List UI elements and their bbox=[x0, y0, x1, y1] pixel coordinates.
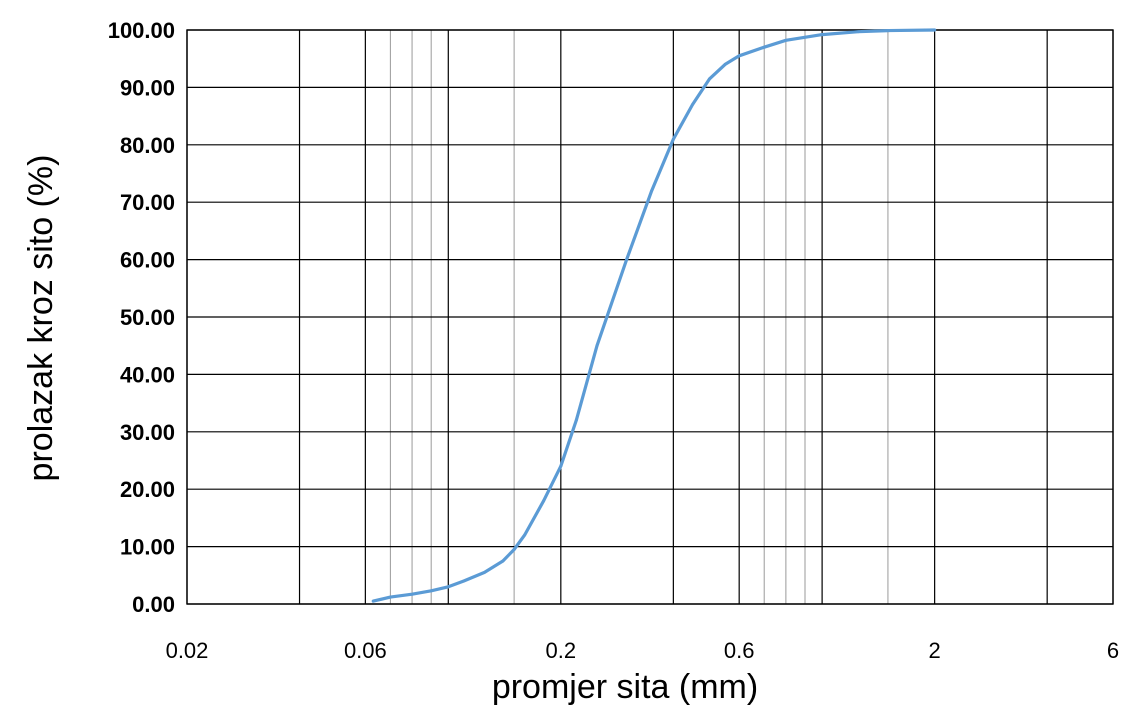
data-point-0-25 bbox=[886, 29, 890, 32]
y-tick-label-3: 30.00 bbox=[120, 420, 175, 445]
data-point-0-21 bbox=[762, 45, 766, 49]
series-layer bbox=[371, 28, 937, 603]
data-point-0-2 bbox=[410, 592, 414, 596]
y-tick-label-2: 20.00 bbox=[120, 477, 175, 502]
y-tick-label-6: 60.00 bbox=[120, 248, 175, 273]
plot-frame bbox=[186, 29, 1114, 605]
x-tick-label-1: 0.06 bbox=[344, 638, 387, 663]
data-point-0-14 bbox=[625, 258, 629, 261]
x-tick-label-0: 0.02 bbox=[166, 638, 209, 663]
data-point-0-12 bbox=[574, 418, 578, 422]
data-point-0-23 bbox=[820, 33, 824, 36]
y-tick-label-1: 10.00 bbox=[120, 535, 175, 560]
data-point-0-26 bbox=[933, 28, 937, 32]
y-tick-label-4: 40.00 bbox=[120, 362, 175, 387]
y-tick-label-8: 80.00 bbox=[120, 133, 175, 158]
y-tick-label-5: 50.00 bbox=[120, 305, 175, 330]
x-tick-label-3: 0.6 bbox=[724, 638, 755, 663]
data-point-0-8 bbox=[512, 548, 516, 551]
x-tick-label-4: 2 bbox=[929, 638, 941, 663]
data-point-0-6 bbox=[483, 571, 486, 574]
data-point-0-24 bbox=[856, 30, 860, 34]
data-point-0-9 bbox=[523, 533, 526, 537]
data-point-0-16 bbox=[671, 137, 675, 141]
data-point-0-18 bbox=[708, 77, 711, 81]
data-point-0-13 bbox=[595, 344, 599, 348]
data-point-0-20 bbox=[737, 54, 741, 58]
axis-layer: 0.00 10.00 20.00 30.00 40.00 50.00 60.00 70.00 8… bbox=[108, 18, 1119, 663]
data-point-0-4 bbox=[446, 585, 450, 589]
data-point-0-19 bbox=[723, 63, 727, 66]
y-tick-label-0: 0.00 bbox=[132, 592, 175, 617]
series-line-0 bbox=[371, 28, 937, 603]
data-point-0-5 bbox=[462, 579, 466, 583]
data-point-0-3 bbox=[429, 589, 433, 593]
data-point-0-11 bbox=[559, 464, 563, 468]
data-point-0-1 bbox=[388, 595, 392, 599]
data-point-0-17 bbox=[691, 103, 694, 107]
y-tick-label-10: 100.00 bbox=[108, 18, 175, 43]
y-axis-title: prolazak kroz sito (%) bbox=[22, 155, 60, 482]
x-tick-label-2: 0.2 bbox=[546, 638, 577, 663]
x-tick-label-5: 6 bbox=[1107, 638, 1119, 663]
grid-layer bbox=[186, 29, 1114, 605]
data-point-0-7 bbox=[501, 559, 505, 563]
y-tick-label-7: 70.00 bbox=[120, 190, 175, 215]
x-axis-title: promjer sita (mm) bbox=[492, 668, 758, 705]
data-point-0-10 bbox=[542, 499, 546, 503]
data-point-0-15 bbox=[650, 189, 654, 193]
y-tick-label-9: 90.00 bbox=[120, 75, 175, 100]
data-point-0-0 bbox=[371, 599, 375, 603]
data-point-0-22 bbox=[784, 38, 788, 42]
